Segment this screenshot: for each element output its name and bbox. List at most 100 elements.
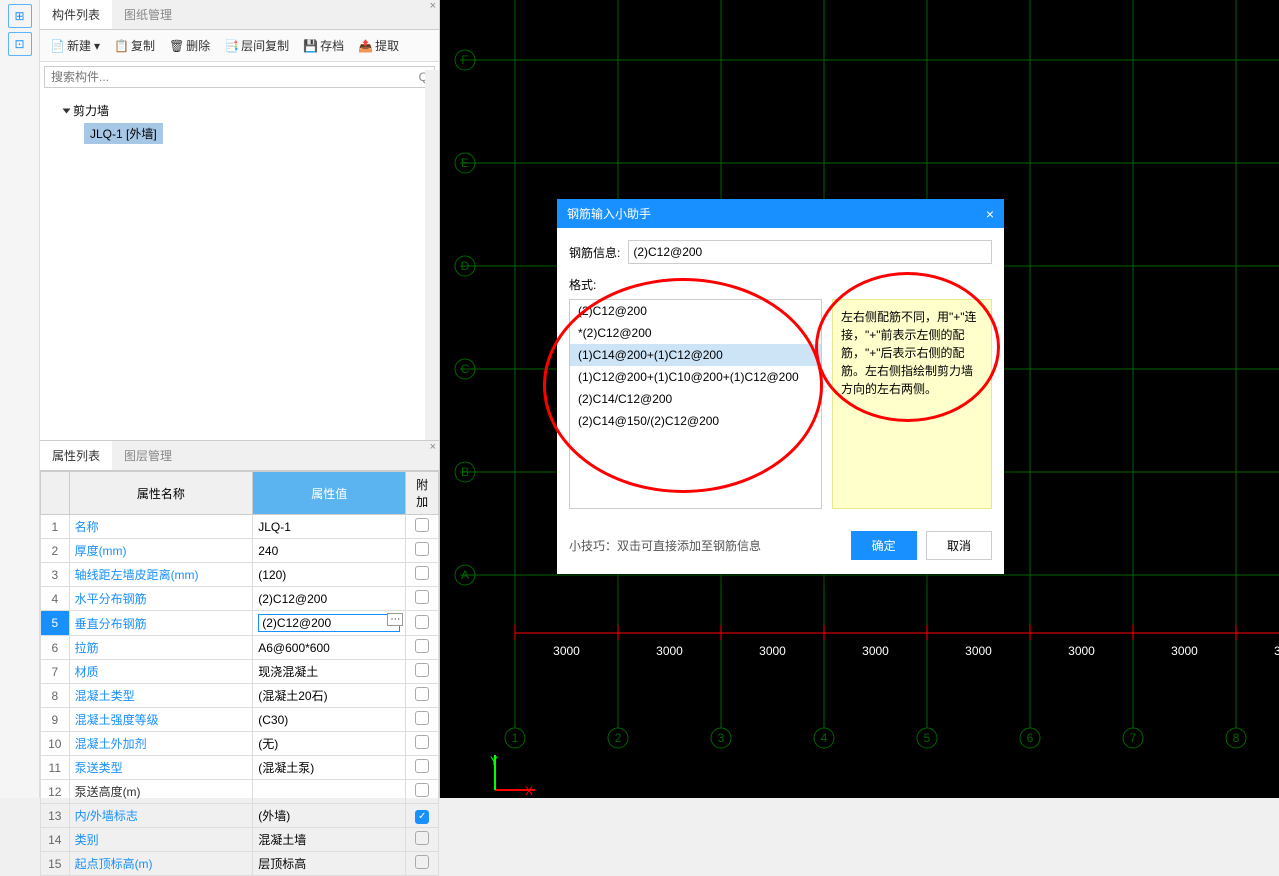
property-row[interactable]: 14类别混凝土墙 [41,828,439,852]
col-extra: 附加 [406,472,439,515]
dialog-body: 钢筋信息: 格式: (2)C12@200*(2)C12@200(1)C14@20… [557,228,1004,521]
format-list[interactable]: (2)C12@200*(2)C12@200(1)C14@200+(1)C12@2… [569,299,822,509]
property-row[interactable]: 8混凝土类型(混凝土20石) [41,684,439,708]
col-value: 属性值 [253,472,406,515]
property-row[interactable]: 15起点顶标高(m)层顶标高 [41,852,439,876]
extra-checkbox[interactable] [415,855,429,869]
svg-text:3000: 3000 [553,644,580,658]
sidebar-icon-2[interactable]: ⊡ [8,32,32,56]
tip-text: 小技巧：双击可直接添加至钢筋信息 [569,537,761,554]
svg-text:4: 4 [821,731,828,745]
new-button[interactable]: 📄新建▾ [44,34,106,57]
dialog-title-text: 钢筋输入小助手 [567,205,651,222]
component-toolbar: 📄新建▾ 📋复制 🗑删除 📑层间复制 💾存档 📤提取 [40,30,439,62]
tab-components[interactable]: 构件列表 [40,0,112,29]
property-row[interactable]: 1名称JLQ-1 [41,515,439,539]
extra-checkbox[interactable] [415,759,429,773]
hint-box: 左右侧配筋不同，用"+"连接，"+"前表示左侧的配筋，"+"后表示右侧的配筋。左… [832,299,992,509]
dialog-close-icon[interactable]: × [986,206,994,222]
chevron-down-icon: ▾ [94,39,100,53]
component-tree: 剪力墙 JLQ-1 [外墙] [40,92,439,154]
sidebar-icon-1[interactable]: ⊞ [8,4,32,28]
floor-copy-button[interactable]: 📑层间复制 [218,34,295,57]
property-value-input[interactable] [258,614,400,632]
properties-table: 属性名称 属性值 附加 1名称JLQ-12厚度(mm)2403轴线距左墙皮距离(… [40,471,439,876]
property-row[interactable]: 10混凝土外加剂(无) [41,732,439,756]
svg-text:8: 8 [1233,731,1240,745]
extra-checkbox[interactable] [415,615,429,629]
ok-button[interactable]: 确定 [851,531,917,560]
svg-text:2: 2 [615,731,622,745]
svg-text:Y: Y [490,754,498,768]
extra-checkbox[interactable] [415,810,429,824]
tab-drawings[interactable]: 图纸管理 [112,0,184,29]
tree-node-root[interactable]: 剪力墙 [48,100,431,121]
svg-text:X: X [525,784,533,798]
property-row[interactable]: 2厚度(mm)240 [41,539,439,563]
more-button[interactable]: ⋯ [387,613,403,626]
copy-button[interactable]: 📋复制 [108,34,161,57]
extra-checkbox[interactable] [415,783,429,797]
extra-checkbox[interactable] [415,518,429,532]
rebar-helper-dialog: 钢筋输入小助手 × 钢筋信息: 格式: (2)C12@200*(2)C12@20… [557,199,1004,574]
property-row[interactable]: 4水平分布钢筋(2)C12@200 [41,587,439,611]
expand-icon [63,109,71,114]
svg-text:D: D [461,259,470,273]
dialog-titlebar[interactable]: 钢筋输入小助手 × [557,199,1004,228]
svg-text:3000: 3000 [862,644,889,658]
rebar-info-input[interactable] [628,240,992,264]
property-row[interactable]: 13内/外墙标志(外墙) [41,804,439,828]
property-row[interactable]: 7材质现浇混凝土 [41,660,439,684]
component-panel: × 构件列表 图纸管理 📄新建▾ 📋复制 🗑删除 📑层间复制 💾存档 📤提取 Q… [40,0,440,798]
extra-checkbox[interactable] [415,542,429,556]
tab-properties[interactable]: 属性列表 [40,441,112,470]
svg-text:A: A [461,568,469,582]
delete-button[interactable]: 🗑删除 [163,34,216,57]
svg-text:C: C [461,362,470,376]
component-tabs: 构件列表 图纸管理 [40,0,439,30]
props-close-icon[interactable]: × [430,441,436,453]
col-name: 属性名称 [69,472,253,515]
property-row[interactable]: 5垂直分布钢筋⋯ [41,611,439,636]
format-list-item[interactable]: (2)C14/C12@200 [570,388,821,410]
archive-icon: 💾 [303,39,317,53]
info-label: 钢筋信息: [569,244,620,261]
property-row[interactable]: 3轴线距左墙皮距离(mm)(120) [41,563,439,587]
properties-panel: × 属性列表 图层管理 属性名称 属性值 附加 1名称JLQ-12厚度(mm)2… [40,440,439,798]
extra-checkbox[interactable] [415,735,429,749]
scrollbar[interactable] [425,70,439,440]
extra-checkbox[interactable] [415,566,429,580]
extra-checkbox[interactable] [415,639,429,653]
format-list-item[interactable]: (1)C14@200+(1)C12@200 [570,344,821,366]
panel-close-icon[interactable]: × [430,0,436,12]
format-list-item[interactable]: (2)C14@150/(2)C12@200 [570,410,821,432]
format-list-item[interactable]: *(2)C12@200 [570,322,821,344]
app-sidebar: ⊞ ⊡ [0,0,40,798]
format-list-item[interactable]: (1)C12@200+(1)C10@200+(1)C12@200 [570,366,821,388]
tab-layers[interactable]: 图层管理 [112,441,184,470]
tree-node-child[interactable]: JLQ-1 [外墙] [48,121,431,146]
extra-checkbox[interactable] [415,687,429,701]
cancel-button[interactable]: 取消 [926,531,992,560]
svg-text:5: 5 [924,731,931,745]
format-list-item[interactable]: (2)C12@200 [570,300,821,322]
property-row[interactable]: 6拉筋A6@600*600 [41,636,439,660]
search-input[interactable] [45,67,413,87]
extract-button[interactable]: 📤提取 [352,34,405,57]
property-row[interactable]: 11泵送类型(混凝土泵) [41,756,439,780]
svg-text:F: F [461,53,468,67]
extra-checkbox[interactable] [415,663,429,677]
property-row[interactable]: 12泵送高度(m) [41,780,439,804]
svg-text:7: 7 [1130,731,1137,745]
extra-checkbox[interactable] [415,831,429,845]
archive-button[interactable]: 💾存档 [297,34,350,57]
extra-checkbox[interactable] [415,590,429,604]
property-row[interactable]: 9混凝土强度等级(C30) [41,708,439,732]
floor-copy-icon: 📑 [224,39,238,53]
svg-text:3: 3 [718,731,725,745]
new-icon: 📄 [50,39,64,53]
svg-text:3000: 3000 [759,644,786,658]
extra-checkbox[interactable] [415,711,429,725]
svg-text:B: B [461,465,469,479]
search-bar: Q [44,66,435,88]
